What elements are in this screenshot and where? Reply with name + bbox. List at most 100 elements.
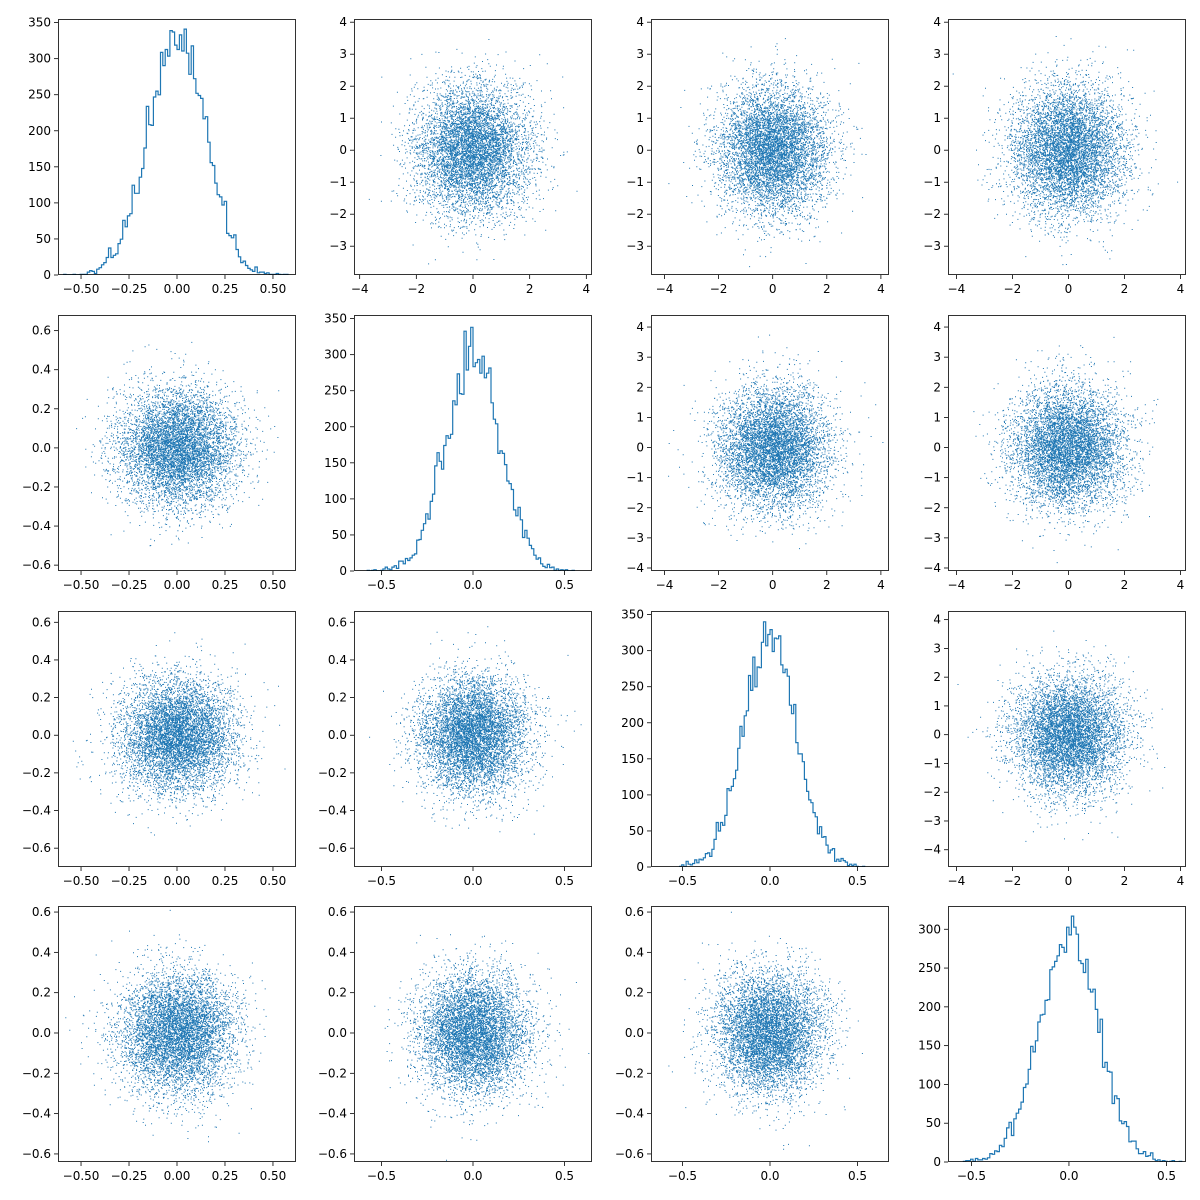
x-tick-label: −0.25 <box>111 578 148 592</box>
panel-r3c2: −0.5 0.0 0.5 −0.6 −0.4 −0.2 0.0 0.2 0.4 0.6 <box>615 905 889 1183</box>
panels-group: −0.50 −0.25 0.00 0.25 0.50050100150200250300… <box>22 15 1186 1183</box>
y-tick-label: −0.6 <box>318 1147 347 1161</box>
y-tick-label: 0.2 <box>328 691 347 705</box>
axes-frame <box>948 906 1186 1162</box>
x-tick-label: −0.50 <box>63 578 100 592</box>
x-tick-label: 0.0 <box>760 1169 779 1183</box>
x-tick-label: 0.25 <box>212 874 239 888</box>
x-tick-label: 2 <box>823 282 831 296</box>
y-tick-label: 3 <box>636 350 644 364</box>
y-tick-label: 0.4 <box>32 653 51 667</box>
x-tick-label: 0.0 <box>760 874 779 888</box>
plot-area <box>369 626 582 835</box>
x-tick-label: −0.25 <box>111 874 148 888</box>
plot-area <box>63 28 289 275</box>
plot-area <box>957 630 1166 842</box>
x-tick-label: 4 <box>877 578 885 592</box>
x-tick-label: −4 <box>948 282 966 296</box>
y-tick-label: 3 <box>933 350 941 364</box>
y-tick-label: 0.4 <box>625 945 644 959</box>
y-tick-label: 4 <box>636 15 644 29</box>
axes-frame <box>354 611 592 867</box>
y-tick-label: 300 <box>918 922 941 936</box>
y-tick-label: 0.4 <box>32 945 51 959</box>
plot-area <box>72 632 286 836</box>
histogram-step-line <box>63 28 289 275</box>
plot-area <box>65 909 267 1143</box>
y-tick-label: 250 <box>621 680 644 694</box>
y-tick-label: −1 <box>923 175 941 189</box>
y-tick-label: 0 <box>933 1155 941 1169</box>
x-tick-label: −4 <box>351 282 369 296</box>
scatter-points <box>369 626 582 835</box>
histogram-step-line <box>679 621 866 867</box>
x-tick-label: 0.5 <box>1157 1169 1176 1183</box>
y-tick-label: 300 <box>621 644 644 658</box>
axes-frame <box>58 315 296 571</box>
y-tick-label: −0.4 <box>22 1107 51 1121</box>
x-tick-label: 0.00 <box>164 874 191 888</box>
y-tick-label: 200 <box>324 420 347 434</box>
axes-frame <box>58 611 296 867</box>
panel-r3c1: −0.5 0.0 0.5 −0.6 −0.4 −0.2 0.0 0.2 0.4 0.6 <box>318 905 592 1183</box>
plot-area <box>962 915 1183 1162</box>
y-tick-label: 350 <box>324 312 347 326</box>
panel-r0c3: −4 −2 0 2 4 −3 −2 −1 0 1 2 3 4 <box>923 15 1186 296</box>
y-tick-label: 2 <box>933 670 941 684</box>
x-tick-label: −4 <box>656 578 674 592</box>
axes-frame <box>651 906 889 1162</box>
y-tick-label: −0.6 <box>22 558 51 572</box>
x-tick-label: 2 <box>526 282 534 296</box>
y-tick-label: −2 <box>923 207 941 221</box>
x-tick-label: −2 <box>407 282 425 296</box>
y-tick-label: 2 <box>933 79 941 93</box>
x-tick-label: 0.25 <box>212 1169 239 1183</box>
y-tick-label: −0.4 <box>22 519 51 533</box>
y-tick-label: 0.0 <box>32 441 51 455</box>
y-tick-label: 0 <box>636 860 644 874</box>
x-tick-label: −0.5 <box>668 874 697 888</box>
axes-frame <box>651 315 889 571</box>
x-tick-label: 0.25 <box>212 578 239 592</box>
y-tick-label: −0.6 <box>318 841 347 855</box>
x-tick-label: −0.5 <box>367 578 396 592</box>
y-tick-label: 1 <box>636 111 644 125</box>
y-tick-label: −1 <box>626 471 644 485</box>
panel-r0c2: −4 −2 0 2 4 −3 −2 −1 0 1 2 3 4 <box>626 15 889 296</box>
y-tick-label: 150 <box>918 1039 941 1053</box>
x-tick-label: 2 <box>1121 578 1129 592</box>
x-tick-label: 4 <box>1177 578 1185 592</box>
y-tick-label: 50 <box>629 824 644 838</box>
panel-r1c1: −0.5 0.0 0.5 0 50 100 150 200 250 300 350 <box>324 312 592 592</box>
x-tick-label: 0.0 <box>1059 1169 1078 1183</box>
y-tick-label: −0.2 <box>318 766 347 780</box>
y-tick-label: 0.2 <box>32 402 51 416</box>
y-tick-label: −4 <box>923 561 941 575</box>
y-tick-label: 4 <box>933 320 941 334</box>
y-tick-label: 50 <box>926 1116 941 1130</box>
y-tick-label: 1 <box>339 111 347 125</box>
y-tick-label: 0 <box>933 143 941 157</box>
y-tick-label: 50 <box>332 528 347 542</box>
axes-frame <box>58 19 296 275</box>
y-tick-label: 3 <box>339 47 347 61</box>
y-tick-label: 300 <box>324 348 347 362</box>
axes-frame <box>354 315 592 571</box>
axes-frame <box>948 19 1186 275</box>
axes-frame <box>948 315 1186 571</box>
x-tick-label: −4 <box>656 282 674 296</box>
plot-area <box>668 334 884 550</box>
y-tick-label: −3 <box>626 239 644 253</box>
x-tick-label: −0.25 <box>111 1169 148 1183</box>
x-tick-label: −2 <box>710 578 728 592</box>
y-tick-label: −2 <box>626 501 644 515</box>
y-tick-label: 0 <box>339 143 347 157</box>
y-tick-label: 0.2 <box>625 986 644 1000</box>
x-tick-label: −0.5 <box>668 1169 697 1183</box>
panel-r2c0: −0.50 −0.25 0.00 0.25 0.50 −0.6 −0.4 −0.2 0.0 0.2… <box>22 611 296 888</box>
y-tick-label: 1 <box>933 699 941 713</box>
y-tick-label: 2 <box>339 79 347 93</box>
x-tick-label: −0.25 <box>111 282 148 296</box>
y-tick-label: 1 <box>933 111 941 125</box>
y-tick-label: 0.4 <box>32 363 51 377</box>
